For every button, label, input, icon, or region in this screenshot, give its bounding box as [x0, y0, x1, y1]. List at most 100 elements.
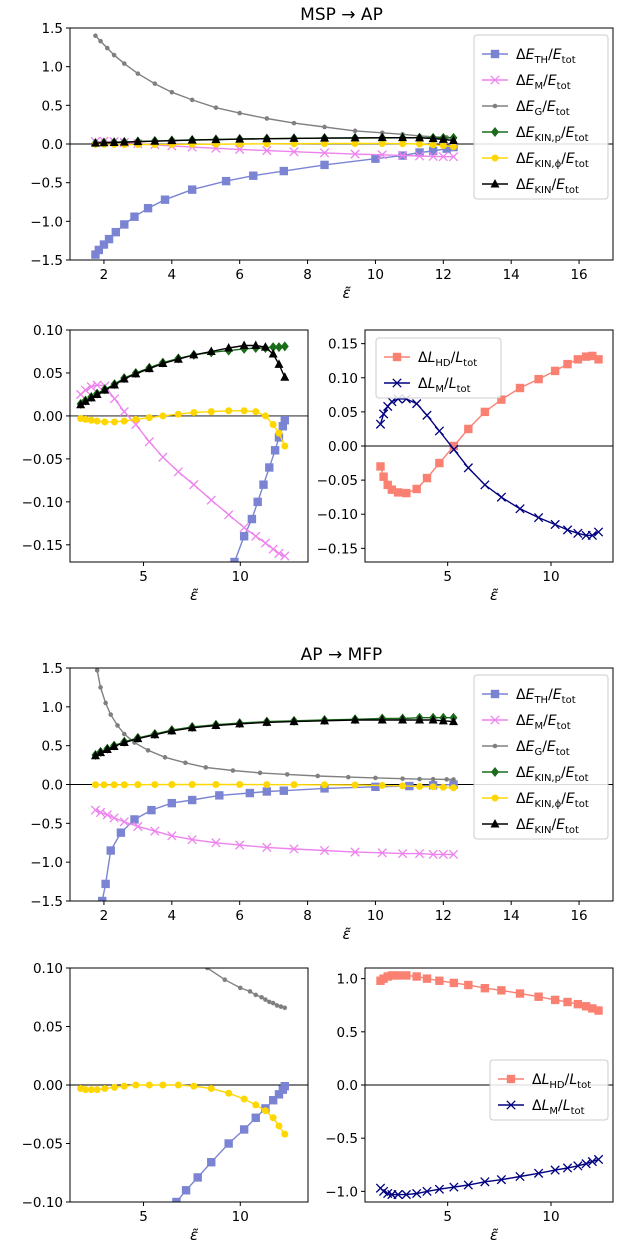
- y-tick-label: −0.05: [317, 473, 358, 489]
- x-tick-label: 2: [100, 267, 109, 283]
- series-5: [90, 715, 458, 760]
- data-point: [267, 999, 272, 1005]
- data-point: [429, 783, 437, 791]
- series-0: [91, 142, 458, 259]
- data-point: [449, 444, 459, 455]
- data-point: [167, 725, 177, 735]
- x-axis-label: ε̃: [490, 586, 498, 604]
- data-point: [237, 110, 242, 116]
- data-point: [120, 781, 128, 789]
- legend-marker: [491, 127, 499, 137]
- data-point: [269, 421, 277, 429]
- data-point: [262, 787, 272, 796]
- data-point: [102, 810, 112, 820]
- data-point: [412, 1188, 422, 1199]
- data-point: [187, 722, 197, 732]
- x-axis-label: ε̃: [490, 1226, 498, 1244]
- data-point: [581, 352, 591, 361]
- data-point: [387, 396, 397, 407]
- axes-frame: [69, 329, 309, 563]
- data-point: [167, 831, 177, 841]
- x-tick-label: 16: [570, 267, 587, 283]
- data-point: [377, 132, 387, 142]
- data-point: [87, 1086, 95, 1094]
- data-point: [402, 488, 411, 498]
- legend-item: ΔEKIN,p/Etot: [482, 125, 589, 144]
- data-point: [160, 195, 170, 204]
- y-tick-label: 0.00: [33, 1078, 63, 1094]
- data-point: [351, 140, 359, 148]
- x-tick-label: 14: [503, 908, 520, 924]
- y-tick-label: −1.5: [30, 253, 63, 269]
- series-line: [94, 35, 454, 139]
- data-point: [147, 805, 156, 815]
- data-point: [100, 781, 108, 789]
- data-point: [434, 426, 445, 436]
- data-point: [448, 135, 458, 145]
- data-point: [281, 1130, 289, 1138]
- data-point: [90, 138, 100, 147]
- y-tick-label: 0.00: [33, 409, 63, 425]
- legend-marker: [490, 75, 500, 85]
- y-tick-label: −0.05: [22, 452, 63, 468]
- data-point: [438, 849, 448, 860]
- data-point: [111, 52, 117, 58]
- data-point: [91, 250, 100, 259]
- data-point: [497, 986, 506, 995]
- data-point: [169, 89, 175, 95]
- y-tick-label: 0.15: [328, 337, 358, 353]
- plot-area: [90, 33, 459, 259]
- data-point: [207, 408, 215, 416]
- data-point: [282, 1005, 288, 1011]
- y-tick-label: −0.5: [30, 176, 63, 192]
- data-point: [104, 234, 114, 244]
- data-point: [145, 1081, 153, 1089]
- data-point: [430, 776, 436, 782]
- data-point: [119, 817, 129, 827]
- data-point: [93, 417, 101, 425]
- data-point: [393, 1189, 403, 1200]
- x-tick-label: 10: [232, 569, 249, 585]
- data-point: [345, 774, 351, 780]
- chart-p1: 2 4 6 8 10 12 14 16 −1.5 −1.0 −0.5 0.0 0.5 1.0 1.5 ε̃ MS…: [30, 5, 614, 302]
- legend-label: ΔETH/Etot: [516, 47, 576, 66]
- data-point: [131, 368, 141, 378]
- data-point: [274, 1003, 280, 1008]
- data-point: [322, 124, 327, 130]
- legend-item: ΔEM/Etot: [482, 73, 571, 92]
- data-point: [428, 151, 438, 162]
- data-point: [239, 522, 249, 533]
- y-tick-label: −1.0: [30, 855, 63, 871]
- data-point: [464, 980, 473, 990]
- data-point: [80, 396, 90, 405]
- series-line: [379, 398, 599, 537]
- series-line: [80, 1084, 286, 1135]
- y-tick-label: −0.15: [317, 541, 358, 557]
- series-line: [94, 146, 454, 256]
- data-point: [167, 798, 177, 808]
- data-point: [414, 151, 425, 161]
- data-point: [289, 147, 299, 157]
- data-point: [207, 1158, 216, 1167]
- series-1: [205, 968, 288, 1011]
- data-point: [587, 1156, 597, 1167]
- data-point: [593, 527, 604, 537]
- data-point: [239, 532, 249, 541]
- data-point: [376, 462, 385, 471]
- data-point: [480, 480, 490, 490]
- data-point: [278, 422, 288, 431]
- data-point: [133, 733, 143, 743]
- data-point: [240, 407, 248, 415]
- data-point: [280, 372, 290, 381]
- data-point: [130, 212, 139, 221]
- data-point: [203, 765, 209, 770]
- data-point: [144, 437, 154, 447]
- data-point: [261, 412, 269, 420]
- legend-label: ΔEM/Etot: [516, 713, 571, 732]
- data-point: [236, 781, 244, 788]
- data-point: [239, 340, 249, 349]
- legend-label: ΔLM/Ltot: [532, 1098, 585, 1117]
- x-tick-label: 10: [232, 1209, 249, 1225]
- legend-label: ΔEKIN,ϕ/Etot: [516, 151, 589, 170]
- data-point: [106, 846, 115, 855]
